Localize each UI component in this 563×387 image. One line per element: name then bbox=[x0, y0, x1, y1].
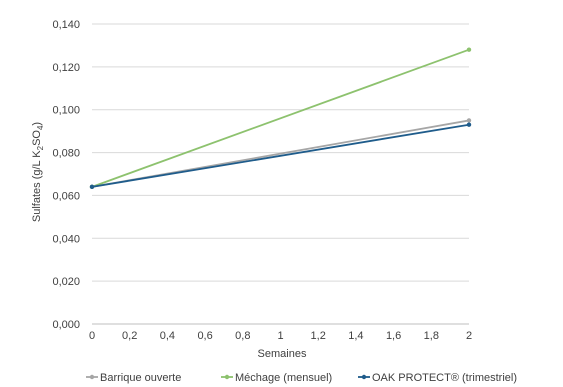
y-axis-title-part: SO bbox=[31, 130, 43, 146]
y-tick-label: 0,000 bbox=[52, 319, 80, 331]
legend-label: Méchage (mensuel) bbox=[235, 372, 332, 384]
legend-swatch-marker bbox=[89, 374, 95, 380]
x-tick-label: 0,8 bbox=[235, 330, 250, 342]
x-axis-title: Semaines bbox=[258, 348, 307, 360]
x-tick-label: 0,4 bbox=[160, 330, 175, 342]
y-tick-label: 0,060 bbox=[52, 190, 80, 202]
y-tick-label: 0,140 bbox=[52, 19, 80, 31]
legend-label: OAK PROTECT® (trimestriel) bbox=[372, 372, 517, 384]
legend-swatch-marker bbox=[224, 374, 230, 380]
data-point bbox=[466, 122, 472, 127]
y-tick-labels: 0,000 0,020 0,040 0,060 0,080 0,100 0,120 0,140 bbox=[52, 19, 80, 331]
series-line bbox=[91, 123, 470, 188]
x-tick-label: 0 bbox=[89, 330, 95, 342]
data-point bbox=[466, 118, 472, 123]
x-tick-label: 1,2 bbox=[311, 330, 326, 342]
series-line bbox=[91, 48, 470, 188]
y-axis-title-subscript: 2 bbox=[36, 145, 45, 150]
x-tick-label: 1 bbox=[277, 330, 283, 342]
legend: Barrique ouverte Méchage (mensuel) OAK PRO… bbox=[86, 372, 517, 384]
x-tick-label: 0,2 bbox=[122, 330, 137, 342]
y-tick-label: 0,080 bbox=[52, 148, 80, 160]
x-tick-label: 1,4 bbox=[348, 330, 363, 342]
series-lines bbox=[89, 47, 472, 190]
y-tick-label: 0,120 bbox=[52, 62, 80, 74]
x-tick-label: 0,6 bbox=[197, 330, 212, 342]
legend-swatch-marker bbox=[361, 374, 367, 380]
data-point bbox=[466, 47, 472, 52]
x-tick-label: 1,8 bbox=[424, 330, 439, 342]
y-axis-title-part: ) bbox=[31, 122, 43, 126]
y-tick-label: 0,020 bbox=[52, 276, 80, 288]
legend-label: Barrique ouverte bbox=[100, 372, 181, 384]
x-tick-label: 2 bbox=[466, 330, 472, 342]
x-tick-labels: 0 0,2 0,4 0,6 0,8 1 1,2 1,4 1,6 1,8 2 bbox=[89, 330, 472, 342]
y-axis-title: Sulfates (g/L K2SO4) bbox=[31, 122, 45, 222]
x-tick-label: 1,6 bbox=[386, 330, 401, 342]
y-axis-title-subscript: 4 bbox=[36, 125, 45, 130]
y-axis-title-part: Sulfates (g/L K bbox=[31, 150, 43, 222]
data-point bbox=[89, 184, 95, 190]
y-tick-label: 0,040 bbox=[52, 233, 80, 245]
y-tick-label: 0,100 bbox=[52, 105, 80, 117]
gridlines bbox=[92, 23, 469, 282]
